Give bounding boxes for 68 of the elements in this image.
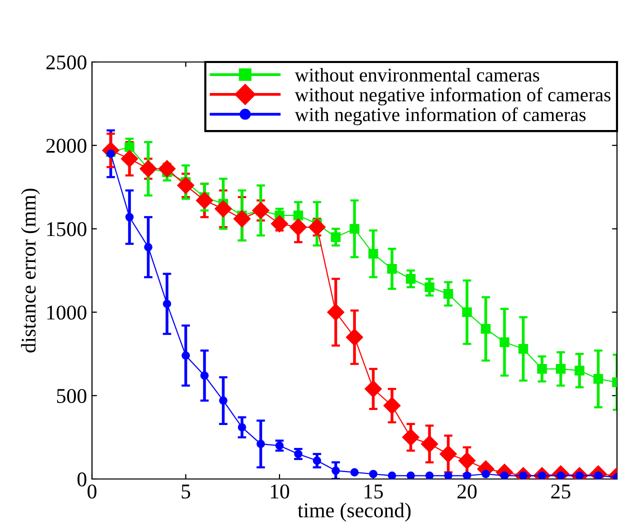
point	[177, 176, 194, 194]
point	[364, 380, 382, 398]
point	[420, 435, 438, 453]
point	[387, 264, 397, 274]
point	[500, 337, 510, 348]
y-tick-label: 2500	[46, 55, 86, 70]
point	[556, 364, 566, 374]
point	[369, 470, 378, 478]
point	[443, 288, 454, 299]
point	[424, 282, 434, 292]
point	[330, 232, 341, 242]
point	[219, 396, 228, 405]
y-tick-label: 2000	[46, 138, 86, 153]
point	[144, 242, 152, 252]
point	[462, 307, 472, 318]
point	[440, 445, 457, 463]
point	[388, 471, 396, 479]
legend-label: without environmental cameras	[294, 68, 540, 82]
point	[593, 374, 604, 384]
x-tick-label: 25	[551, 484, 570, 499]
point	[346, 328, 364, 346]
point	[124, 142, 134, 152]
point	[518, 344, 528, 354]
x-tick-label: 10	[270, 484, 290, 499]
point	[537, 364, 547, 374]
point	[120, 150, 138, 168]
point	[332, 466, 340, 475]
point	[462, 471, 472, 479]
point	[182, 351, 190, 360]
y-tick-label: 0	[78, 472, 86, 486]
point	[406, 471, 415, 479]
x-tick-label: 15	[364, 484, 383, 499]
y-axis-title: distance error (mm)	[21, 188, 40, 352]
point	[293, 210, 304, 220]
point	[233, 210, 251, 228]
point	[125, 212, 134, 222]
point	[238, 423, 246, 432]
point	[312, 456, 322, 465]
x-tick-label: 5	[182, 484, 190, 499]
point	[270, 215, 288, 232]
point	[327, 304, 344, 321]
point	[256, 440, 265, 448]
y-tick-label: 500	[57, 388, 86, 404]
point	[196, 192, 214, 209]
point	[200, 371, 209, 380]
point	[350, 468, 359, 476]
legend-label: with negative information of cameras	[294, 107, 586, 126]
x-tick-label: 20	[458, 484, 477, 499]
point	[406, 274, 416, 284]
x-tick-label: 0	[88, 484, 96, 499]
x-axis-title: time (second)	[298, 502, 411, 522]
point	[425, 471, 434, 479]
point	[480, 324, 491, 334]
point	[574, 366, 584, 376]
point	[368, 248, 378, 259]
point	[214, 200, 232, 218]
point	[275, 441, 284, 450]
point	[402, 428, 420, 446]
point	[290, 218, 307, 236]
y-tick-label: 1000	[47, 306, 86, 320]
point	[444, 471, 452, 479]
point	[383, 397, 401, 414]
point	[458, 452, 476, 470]
point	[350, 224, 360, 234]
point	[162, 300, 172, 308]
point	[482, 470, 490, 478]
legend-label: without negative information of cameras	[294, 88, 610, 106]
y-tick-label: 1500	[47, 222, 86, 236]
